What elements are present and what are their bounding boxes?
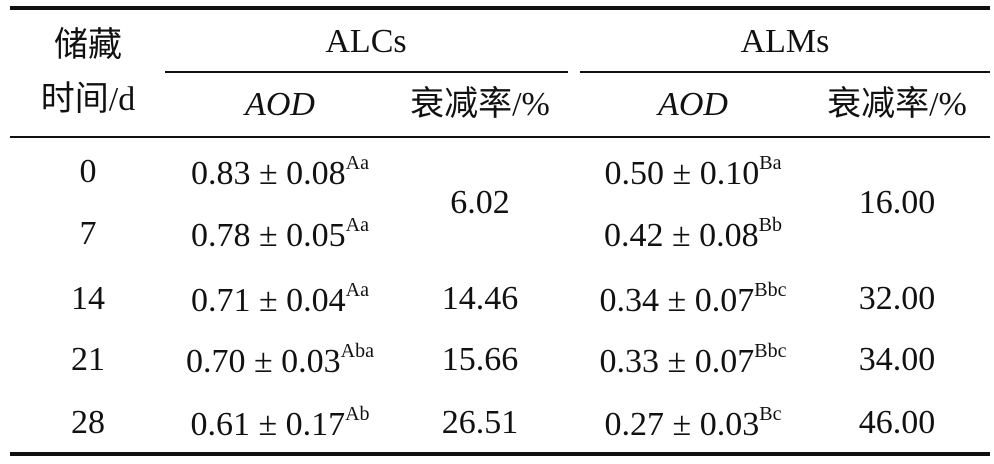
column-header: AOD <box>658 86 728 123</box>
aod-cell: 0.42 ± 0.08Bb <box>604 215 782 253</box>
aod-value: 0.42 ± 0.08 <box>603 217 759 254</box>
aod-value: 0.71 ± 0.04 <box>191 282 346 319</box>
aod-cell: 0.27 ± 0.03Bc <box>605 404 782 442</box>
significance: Ba <box>759 152 782 174</box>
aod-cell: 0.78 ± 0.05Aa <box>191 215 369 253</box>
aod-value: 0.61 ± 0.17 <box>190 406 346 443</box>
time-cell: 14 <box>71 280 105 317</box>
significance: Aa <box>345 279 369 301</box>
top-rule <box>10 6 990 10</box>
group-rule <box>165 71 568 73</box>
group-header: ALMs <box>740 23 830 60</box>
aod-cell: 0.70 ± 0.03Aba <box>186 341 374 379</box>
significance: Bc <box>759 403 782 425</box>
significance: Bbc <box>754 279 787 301</box>
aod-cell: 0.33 ± 0.07Bbc <box>600 341 787 379</box>
group-rule <box>580 71 990 73</box>
time-cell: 0 <box>79 153 97 190</box>
bottom-rule <box>10 452 990 456</box>
rate-cell: 32.00 <box>858 280 936 317</box>
column-header: AOD <box>245 86 315 123</box>
significance: Bb <box>758 214 783 236</box>
header-rule <box>10 136 990 138</box>
aod-cell: 0.61 ± 0.17Ab <box>190 404 369 442</box>
aod-value: 0.50 ± 0.10 <box>604 155 760 192</box>
time-cell: 7 <box>79 215 97 252</box>
significance: Aba <box>340 340 374 362</box>
aod-value: 0.27 ± 0.03 <box>604 406 760 443</box>
aod-cell: 0.50 ± 0.10Ba <box>605 153 782 191</box>
rate-cell: 16.00 <box>858 184 936 221</box>
rate-cell: 34.00 <box>858 341 936 378</box>
significance: Aa <box>345 214 369 236</box>
aod-value: 0.33 ± 0.07 <box>599 343 755 380</box>
significance: Ab <box>345 403 370 425</box>
aod-value: 0.70 ± 0.03 <box>186 343 341 380</box>
time-cell: 28 <box>71 404 105 441</box>
column-header: 衰减率/% <box>410 86 550 123</box>
rate-cell: 26.51 <box>441 404 519 441</box>
column-header: 衰减率/% <box>827 86 967 123</box>
aod-cell: 0.34 ± 0.07Bbc <box>600 280 787 318</box>
rate-cell: 6.02 <box>450 184 510 221</box>
significance: Aa <box>345 152 369 174</box>
significance: Bbc <box>754 340 787 362</box>
aod-value: 0.83 ± 0.08 <box>191 155 346 192</box>
aod-value: 0.34 ± 0.07 <box>599 282 755 319</box>
rate-cell: 15.66 <box>441 341 519 378</box>
rate-cell: 46.00 <box>858 404 936 441</box>
group-header: ALCs <box>325 23 407 60</box>
aod-cell: 0.71 ± 0.04Aa <box>191 280 369 318</box>
aod-cell: 0.83 ± 0.08Aa <box>191 153 369 191</box>
time-cell: 21 <box>71 341 105 378</box>
rate-cell: 14.46 <box>441 280 519 317</box>
header-storage: 储藏 <box>54 27 122 64</box>
aod-value: 0.78 ± 0.05 <box>191 217 346 254</box>
header-storage: 时间/d <box>40 81 136 118</box>
